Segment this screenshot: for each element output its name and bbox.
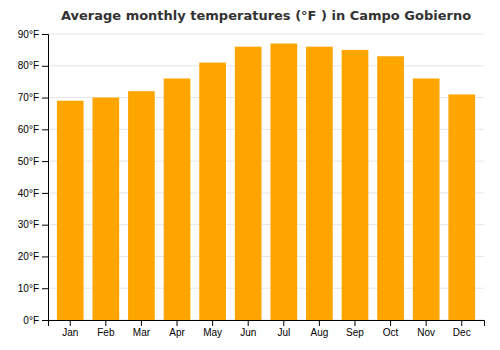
y-tick-mark: [42, 193, 48, 194]
x-tick-label: Jul: [277, 327, 290, 338]
x-tick-mark: [283, 320, 284, 326]
x-tick-mark: [70, 320, 71, 326]
title: Average monthly temperatures (°F ) in Ca…: [61, 8, 471, 23]
plot: 0°F 10°F 20°F 30°F 40°F 50°F 60°F 70°F 80°F 90°F J…: [18, 29, 485, 338]
x-tick-label: Feb: [97, 327, 115, 338]
x-tick: Jan: [62, 320, 78, 338]
bar: [235, 47, 262, 320]
y-tick-mark: [42, 288, 48, 289]
bar: [164, 78, 191, 320]
x-tick-label: Apr: [169, 327, 185, 338]
y-tick: 30°F: [18, 219, 48, 230]
y-tick: 0°F: [23, 315, 48, 326]
y-tick-mark: [42, 256, 48, 257]
x-axis-line: [49, 321, 485, 327]
x-tick-mark: [390, 320, 391, 326]
y-tick: 70°F: [18, 92, 48, 103]
x-tick: Mar: [133, 320, 151, 338]
bar: [128, 91, 155, 320]
y-tick: 40°F: [18, 188, 48, 199]
y-tick-label: 60°F: [18, 124, 39, 135]
grid-line: [48, 34, 484, 35]
y-tick: 20°F: [18, 251, 48, 262]
bar: [448, 94, 475, 320]
chart: 0°F 10°F 20°F 30°F 40°F 50°F 60°F 70°F 80°F 90°F J…: [0, 0, 500, 350]
x-tick: Apr: [169, 320, 185, 338]
x-tick-label: Aug: [310, 327, 328, 338]
y-tick-mark: [42, 34, 48, 35]
x-tick-label: May: [203, 327, 222, 338]
y-tick-label: 30°F: [18, 219, 39, 230]
x-tick-mark: [354, 320, 355, 326]
y-tick-mark: [42, 129, 48, 130]
x-tick-mark: [319, 320, 320, 326]
x-tick-label: Oct: [383, 327, 399, 338]
y-tick-label: 80°F: [18, 60, 39, 71]
y-tick-label: 70°F: [18, 92, 39, 103]
y-axis: 0°F 10°F 20°F 30°F 40°F 50°F 60°F 70°F 80°F 90°F: [18, 29, 49, 326]
bar: [92, 98, 119, 320]
x-tick-mark: [461, 320, 462, 326]
bar: [377, 56, 404, 320]
bar: [306, 47, 333, 320]
x-tick: Jun: [240, 320, 256, 338]
y-tick-label: 0°F: [23, 315, 39, 326]
x-tick: Feb: [97, 320, 115, 338]
x-tick-label: Nov: [417, 327, 435, 338]
x-tick-mark: [426, 320, 427, 326]
y-tick-label: 10°F: [18, 283, 39, 294]
x-tick: Aug: [310, 320, 328, 338]
bar: [57, 101, 84, 320]
x-axis: Jan Feb Mar Apr May Jun Jul Aug Sep Oct Nov Dec: [49, 320, 485, 338]
x-tick: Dec: [453, 320, 471, 338]
x-tick-mark: [177, 320, 178, 326]
x-tick-mark: [105, 320, 106, 326]
x-tick-label: Mar: [133, 327, 151, 338]
y-tick-label: 40°F: [18, 188, 39, 199]
x-tick-mark: [141, 320, 142, 326]
x-tick-label: Jan: [62, 327, 78, 338]
x-tick-mark: [212, 320, 213, 326]
y-tick-mark: [42, 161, 48, 162]
y-tick: 50°F: [18, 156, 48, 167]
x-tick: May: [203, 320, 222, 338]
y-tick-label: 50°F: [18, 156, 39, 167]
x-tick-label: Dec: [453, 327, 471, 338]
y-tick: 60°F: [18, 124, 48, 135]
y-tick: 90°F: [18, 29, 48, 40]
bar: [270, 44, 297, 320]
y-tick-label: 90°F: [18, 29, 39, 40]
y-tick-mark: [42, 98, 48, 99]
grid-line: [48, 65, 484, 66]
bar: [342, 50, 369, 320]
y-tick: 10°F: [18, 283, 48, 294]
bar: [199, 63, 226, 320]
y-tick-mark: [42, 320, 48, 321]
x-tick: Jul: [277, 320, 290, 338]
x-tick-mark: [248, 320, 249, 326]
bar: [413, 78, 440, 320]
x-tick-label: Jun: [240, 327, 256, 338]
y-tick-label: 20°F: [18, 251, 39, 262]
x-tick-label: Sep: [346, 327, 364, 338]
y-axis-line: [42, 35, 49, 321]
y-tick-mark: [42, 66, 48, 67]
x-tick: Sep: [346, 320, 364, 338]
x-tick: Oct: [383, 320, 399, 338]
y-tick-mark: [42, 225, 48, 226]
y-tick: 80°F: [18, 60, 48, 71]
x-tick: Nov: [417, 320, 435, 338]
bars: [57, 44, 475, 320]
grid: [48, 34, 484, 320]
